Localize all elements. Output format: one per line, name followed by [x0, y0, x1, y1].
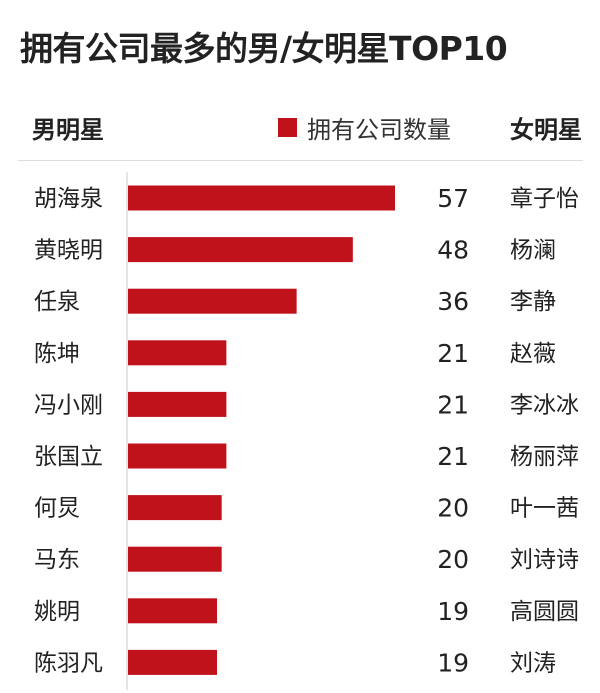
bar: [128, 495, 222, 521]
chart-title: 拥有公司最多的男/女明星TOP10: [20, 29, 508, 68]
female-star-label: 刘涛: [510, 650, 556, 676]
female-star-label: 章子怡: [510, 186, 579, 212]
male-star-label: 陈坤: [34, 341, 80, 367]
bar: [128, 649, 217, 675]
legend: 拥有公司数量: [278, 110, 451, 145]
bar: [128, 546, 222, 572]
bar: [128, 185, 395, 211]
male-star-label: 张国立: [34, 444, 103, 470]
female-star-label: 赵薇: [510, 341, 556, 367]
male-star-label: 黄晓明: [34, 238, 103, 264]
bar: [128, 598, 217, 624]
header-divider: [18, 160, 583, 161]
value-label: 20: [437, 494, 469, 523]
female-star-label: 李静: [510, 289, 556, 315]
value-label: 21: [437, 390, 469, 419]
value-label: 21: [437, 339, 469, 368]
male-star-label: 陈羽凡: [34, 650, 103, 676]
male-star-label: 任泉: [34, 289, 80, 315]
female-stars-header: 女明星: [510, 116, 582, 144]
male-stars-header: 男明星: [32, 116, 104, 144]
value-label: 48: [437, 236, 469, 265]
value-label: 36: [437, 287, 469, 316]
male-star-label: 胡海泉: [34, 186, 103, 212]
male-star-label: 何炅: [34, 496, 80, 522]
legend-swatch: [278, 118, 297, 137]
value-label: 19: [437, 648, 469, 677]
female-star-label: 刘诗诗: [510, 547, 579, 573]
male-star-label: 冯小刚: [34, 392, 103, 418]
bar: [128, 340, 227, 366]
value-label: 19: [437, 597, 469, 626]
female-star-label: 李冰冰: [510, 392, 579, 418]
value-label: 21: [437, 442, 469, 471]
bar: [128, 288, 297, 314]
bar: [128, 443, 227, 469]
value-label: 57: [437, 184, 469, 213]
female-star-label: 叶一茜: [510, 496, 579, 522]
female-star-label: 高圆圆: [510, 599, 579, 625]
male-star-label: 姚明: [34, 599, 80, 625]
legend-label: 拥有公司数量: [307, 116, 451, 144]
bar: [128, 391, 227, 417]
bar: [128, 237, 353, 263]
male-star-label: 马东: [34, 547, 80, 573]
value-label: 20: [437, 545, 469, 574]
female-star-label: 杨丽萍: [510, 444, 579, 470]
female-star-label: 杨澜: [510, 238, 556, 264]
